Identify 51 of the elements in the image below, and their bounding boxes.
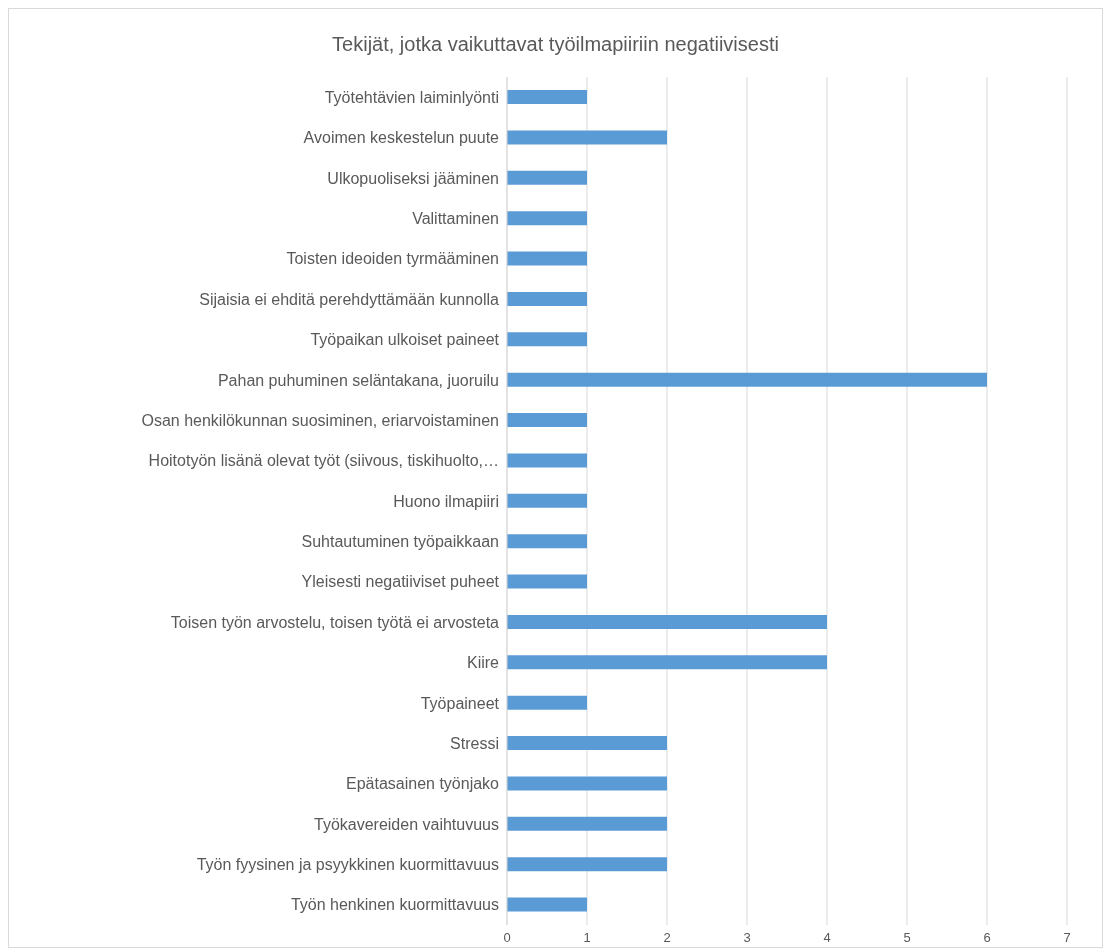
y-tick-label: Kiire [466, 654, 500, 672]
bar [507, 291, 587, 306]
bar [507, 655, 827, 670]
y-tick-label: Toisen työn arvostelu, toisen työtä ei arvosteta [170, 613, 500, 631]
y-tick-label: Avoimen keskestelun puute [303, 129, 500, 147]
bar [507, 897, 587, 912]
y-tick-label: Epätasainen työnjako [346, 775, 500, 793]
y-tick-label: Hoitotyön lisänä olevat työt (siivous, tiskihuolto,… [148, 452, 499, 470]
bar [507, 211, 587, 226]
bar [507, 170, 587, 185]
y-tick-label: Valittaminen [412, 210, 499, 228]
y-tick-label: Työn fyysinen ja psyykkinen kuormittavuus [196, 856, 499, 874]
y-tick-label: Työpaikan ulkoiset paineet [310, 331, 500, 349]
y-tick-label: Työtehtävien laiminlyönti [324, 88, 499, 106]
y-tick-label: Työkavereiden vaihtuvuus [314, 815, 499, 833]
bar [507, 413, 587, 428]
y-tick-label: Sijaisia ei ehditä perehdyttämään kunnolla [199, 290, 500, 308]
bar [507, 372, 987, 387]
x-tick-label: 2 [663, 930, 671, 946]
x-tick-label: 3 [743, 930, 751, 946]
y-tick-label: Ulkopuoliseksi jääminen [327, 169, 499, 187]
bar [507, 736, 667, 751]
x-tick-label: 7 [1063, 930, 1071, 946]
y-tick-label: Osan henkilökunnan suosiminen, eriarvoistaminen [141, 411, 499, 429]
y-tick-label: Huono ilmapiiri [393, 492, 499, 510]
bar [507, 695, 587, 710]
bar [507, 534, 587, 549]
bar [507, 90, 587, 104]
x-tick-label: 6 [983, 930, 991, 946]
bar [507, 574, 587, 589]
x-tick-label: 4 [823, 930, 831, 946]
bar [507, 614, 827, 629]
y-tick-label: Stressi [450, 734, 499, 752]
chart-title: Tekijät, jotka vaikuttavat työilmapiiriin negatiivisesti [331, 33, 780, 57]
bar [507, 251, 587, 266]
bar [507, 130, 667, 145]
bar [507, 453, 587, 468]
x-tick-label: 5 [903, 930, 911, 946]
x-tick-label: 1 [583, 930, 591, 946]
bar [507, 332, 587, 347]
y-tick-label: Yleisesti negatiiviset puheet [301, 573, 500, 591]
y-tick-label: Suhtautuminen työpaikkaan [301, 533, 499, 551]
y-tick-label: Toisten ideoiden tyrmääminen [286, 250, 499, 268]
y-tick-label: Työn henkinen kuormittavuus [290, 896, 499, 914]
bar [507, 816, 667, 831]
bar [507, 776, 667, 791]
bar [507, 493, 587, 508]
y-tick-label: Pahan puhuminen seläntakana, juoruilu [217, 371, 499, 389]
x-tick-label: 0 [503, 930, 511, 946]
y-tick-label: Työpaineet [420, 694, 500, 712]
bar [507, 857, 667, 872]
